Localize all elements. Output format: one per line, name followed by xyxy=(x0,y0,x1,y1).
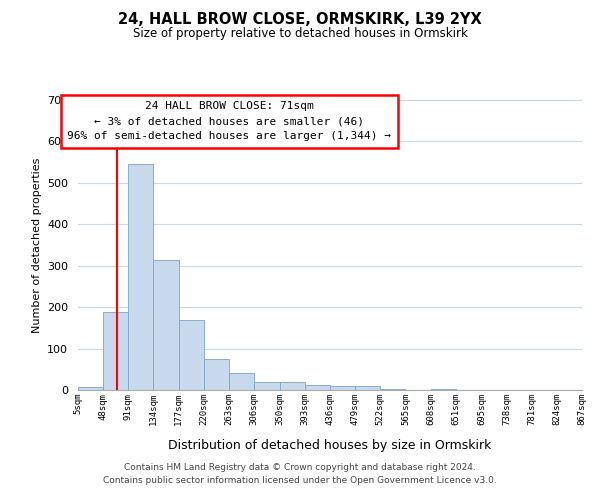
Bar xyxy=(254,382,280,390)
Bar xyxy=(280,382,305,390)
Bar xyxy=(431,389,456,390)
Bar xyxy=(128,164,154,390)
Bar xyxy=(103,312,128,390)
Text: Size of property relative to detached houses in Ormskirk: Size of property relative to detached ho… xyxy=(133,28,467,40)
Bar xyxy=(330,386,355,390)
Bar xyxy=(78,386,103,390)
X-axis label: Distribution of detached houses by size in Ormskirk: Distribution of detached houses by size … xyxy=(169,439,491,452)
Bar xyxy=(305,385,330,390)
Y-axis label: Number of detached properties: Number of detached properties xyxy=(32,158,41,332)
Bar xyxy=(179,320,204,390)
Text: Contains public sector information licensed under the Open Government Licence v3: Contains public sector information licen… xyxy=(103,476,497,485)
Text: 24, HALL BROW CLOSE, ORMSKIRK, L39 2YX: 24, HALL BROW CLOSE, ORMSKIRK, L39 2YX xyxy=(118,12,482,28)
Bar xyxy=(154,260,179,390)
Text: Contains HM Land Registry data © Crown copyright and database right 2024.: Contains HM Land Registry data © Crown c… xyxy=(124,464,476,472)
Bar xyxy=(229,373,254,390)
Bar xyxy=(355,386,380,390)
Bar xyxy=(204,360,229,390)
Text: 24 HALL BROW CLOSE: 71sqm
← 3% of detached houses are smaller (46)
96% of semi-d: 24 HALL BROW CLOSE: 71sqm ← 3% of detach… xyxy=(67,102,391,141)
Bar xyxy=(380,389,406,390)
